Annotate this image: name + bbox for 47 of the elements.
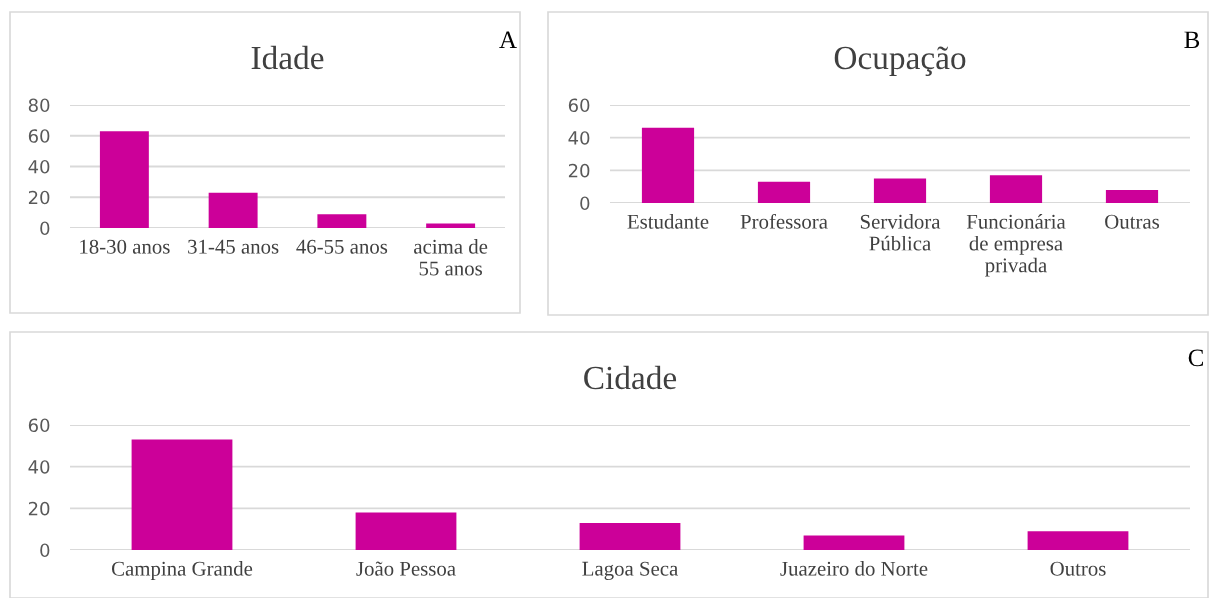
y-tick-label: 40 — [28, 159, 50, 174]
x-tick-label: Funcionária de empresa privada — [966, 214, 1066, 277]
x-tick-label: 46-55 anos — [296, 239, 388, 254]
bar — [131, 439, 233, 550]
y-tick-label: 0 — [40, 221, 50, 236]
x-tick-label: Estudante — [627, 214, 709, 229]
y-tick-label: 60 — [568, 98, 590, 113]
x-tick-label: Juazeiro do Norte — [780, 561, 928, 576]
y-tick-label: 0 — [580, 196, 590, 211]
y-tick-label: 0 — [40, 543, 50, 558]
y-tick-label: 60 — [28, 418, 50, 433]
y-tick-label: 40 — [28, 460, 50, 474]
x-tick-label: 31-45 anos — [188, 239, 279, 254]
bar — [757, 181, 811, 203]
chart-title: Idade — [251, 45, 324, 70]
y-tick-label: 40 — [568, 131, 590, 145]
bar — [641, 127, 695, 203]
y-tick-label: 20 — [28, 190, 50, 205]
chart-title: Cidade — [584, 365, 677, 390]
bar — [1027, 531, 1129, 550]
bar — [317, 214, 367, 228]
x-tick-label: Lagoa Seca — [582, 561, 679, 580]
bar — [426, 223, 476, 228]
chart-title: Ocupação — [834, 46, 966, 76]
x-tick-label: Servidora Pública — [860, 214, 941, 251]
text: A — [499, 31, 517, 49]
x-tick-label: Outras — [1105, 214, 1160, 229]
bar — [355, 512, 457, 550]
y-tick-label: 60 — [28, 129, 50, 143]
x-tick-label: Professora — [740, 213, 828, 229]
y-tick-label: 20 — [568, 163, 590, 178]
y-tick-label: 20 — [28, 501, 50, 516]
bar — [208, 192, 258, 228]
x-tick-label: Campina Grande — [111, 561, 253, 580]
bar — [1105, 189, 1159, 203]
bar — [803, 535, 905, 550]
x-tick-label: acima de 55 anos — [414, 239, 488, 276]
y-tick-label: 80 — [28, 98, 50, 113]
x-tick-label: João Pessoa — [356, 561, 456, 576]
bar — [873, 178, 927, 203]
x-tick-label: 18-30 anos — [80, 239, 170, 254]
x-tick-label: Outros — [1050, 561, 1106, 576]
text: B — [1184, 31, 1200, 49]
bar — [989, 175, 1043, 203]
bar — [99, 131, 149, 228]
bar — [579, 522, 681, 550]
text: C — [1188, 349, 1203, 367]
